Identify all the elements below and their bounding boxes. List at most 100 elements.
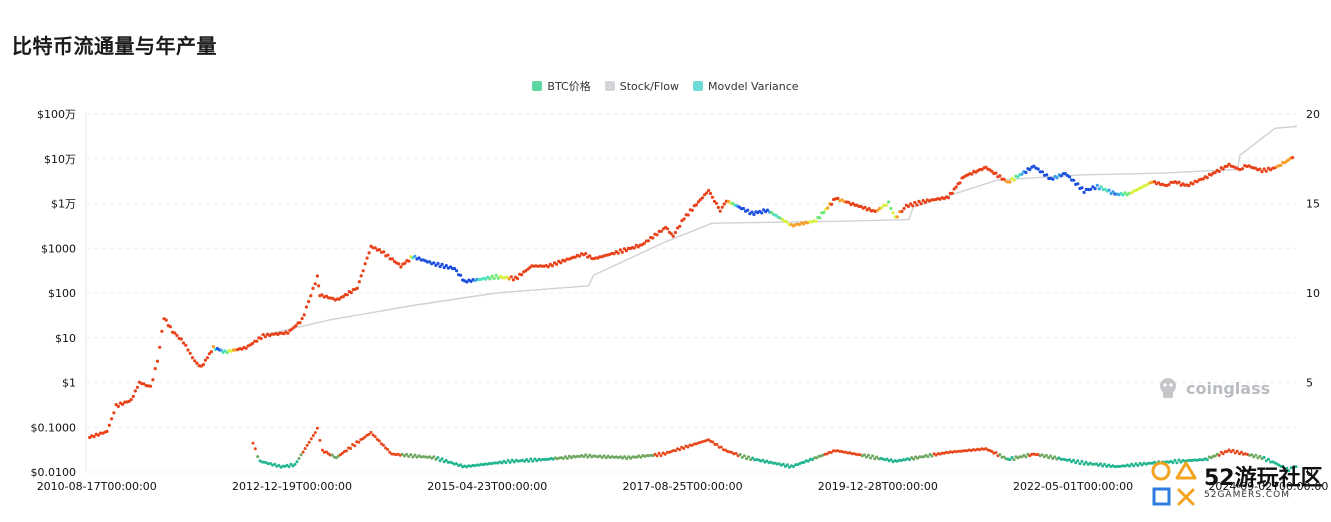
- model-variance-point: [655, 454, 659, 458]
- model-variance-point: [1096, 463, 1100, 467]
- model-variance-point: [377, 439, 381, 443]
- btc-price-point: [311, 286, 315, 290]
- model-variance-point: [1070, 460, 1073, 464]
- btc-price-point: [184, 343, 188, 347]
- btc-price-point: [952, 187, 956, 191]
- model-variance-point: [1287, 469, 1291, 473]
- btc-price-point: [155, 359, 160, 363]
- model-variance-point: [500, 461, 504, 465]
- model-variance-point: [1051, 457, 1055, 460]
- model-variance-point: [1179, 460, 1183, 464]
- btc-price-point: [294, 324, 298, 328]
- model-variance-point: [1205, 458, 1209, 462]
- btc-price-point: [112, 411, 116, 415]
- model-variance-point: [623, 455, 627, 459]
- btc-price-point: [1024, 170, 1028, 175]
- btc-price-point: [496, 276, 500, 280]
- btc-price-point: [309, 294, 313, 298]
- btc-price-point: [1157, 181, 1161, 185]
- model-variance-point: [1289, 466, 1293, 470]
- model-variance-point: [565, 457, 569, 460]
- btc-price-point: [259, 337, 263, 341]
- model-variance-point: [1140, 463, 1144, 467]
- legend-item-stock-flow[interactable]: Stock/Flow: [604, 78, 679, 94]
- btc-price-point: [1269, 168, 1273, 172]
- btc-price-point: [186, 348, 190, 352]
- btc-price-point: [752, 212, 756, 217]
- btc-price-point: [121, 402, 125, 406]
- btc-price-point: [92, 435, 96, 439]
- model-variance-point: [785, 463, 789, 467]
- btc-price-point: [244, 346, 248, 350]
- model-variance-point: [1294, 465, 1298, 469]
- model-variance-point: [523, 459, 526, 463]
- model-variance-point: [1002, 455, 1006, 459]
- btc-price-point: [887, 200, 891, 204]
- model-variance-point: [1254, 453, 1258, 457]
- btc-price-point: [399, 265, 403, 269]
- model-variance-point: [707, 438, 711, 442]
- model-variance-point: [1227, 448, 1231, 452]
- model-variance-point: [1053, 455, 1057, 459]
- btc-price-point: [250, 341, 255, 346]
- model-variance-point: [527, 459, 531, 463]
- btc-price-point: [442, 265, 446, 270]
- btc-price-point: [895, 215, 900, 219]
- btc-price-point: [137, 380, 141, 384]
- model-variance-point: [889, 458, 893, 462]
- btc-price-point: [726, 199, 731, 203]
- btc-price-point: [96, 433, 100, 437]
- btc-price-point: [444, 264, 448, 268]
- btc-price-point: [105, 429, 109, 433]
- btc-price-point: [135, 385, 139, 389]
- btc-price-point: [1020, 172, 1024, 176]
- x-tick-label: 2010-08-17T00:00:00: [37, 480, 157, 493]
- model-variance-point: [1010, 455, 1014, 459]
- coinglass-watermark-text: coinglass: [1186, 378, 1271, 398]
- btc-price-point: [1059, 174, 1063, 178]
- btc-price-point: [298, 321, 302, 325]
- y-left-tick-label: $10万: [44, 153, 76, 166]
- x-tick-label: 2015-04-23T00:00:00: [427, 480, 547, 493]
- model-variance-point: [1221, 452, 1225, 456]
- legend-item-btc-price[interactable]: BTC价格: [532, 78, 591, 94]
- btc-price-point: [787, 223, 791, 227]
- model-variance-point: [438, 459, 442, 463]
- model-variance-point: [291, 464, 295, 468]
- btc-price-point: [129, 398, 133, 402]
- btc-price-point: [708, 191, 713, 196]
- model-variance-point: [1132, 464, 1136, 468]
- btc-price-point: [1099, 185, 1103, 189]
- model-variance-point: [885, 457, 889, 461]
- btc-price-point: [428, 260, 432, 264]
- model-variance-point: [293, 462, 297, 466]
- model-variance-point: [504, 461, 508, 465]
- legend-item-model-variance[interactable]: Movdel Variance: [693, 78, 799, 94]
- model-variance-point: [815, 456, 819, 460]
- legend-swatch-btc-price: [532, 81, 543, 91]
- model-variance-point: [373, 435, 377, 439]
- y-left-tick-label: $10: [55, 332, 76, 345]
- btc-price-point: [1123, 191, 1127, 195]
- btc-price-point: [158, 345, 162, 349]
- model-variance-point: [584, 453, 588, 457]
- model-variance-point: [604, 456, 608, 460]
- model-variance-point: [436, 456, 440, 460]
- site-badge-subtitle: 52GAMERS.COM: [1204, 490, 1290, 500]
- model-variance-point: [405, 452, 408, 456]
- btc-price-point: [505, 275, 509, 279]
- btc-price-point: [911, 204, 915, 208]
- model-variance-point: [340, 451, 344, 455]
- model-variance-point: [353, 444, 357, 448]
- btc-price-point: [714, 201, 719, 205]
- model-variance-point: [382, 443, 385, 447]
- btc-price-point: [902, 206, 906, 211]
- btc-price-point: [891, 211, 895, 215]
- btc-price-point: [665, 227, 670, 231]
- btc-price-point: [201, 363, 205, 367]
- model-variance-point: [459, 463, 463, 467]
- model-variance-point: [582, 455, 586, 459]
- y-left-tick-label: $100万: [37, 108, 76, 121]
- btc-price-point: [1028, 168, 1032, 172]
- model-variance-point: [444, 458, 448, 462]
